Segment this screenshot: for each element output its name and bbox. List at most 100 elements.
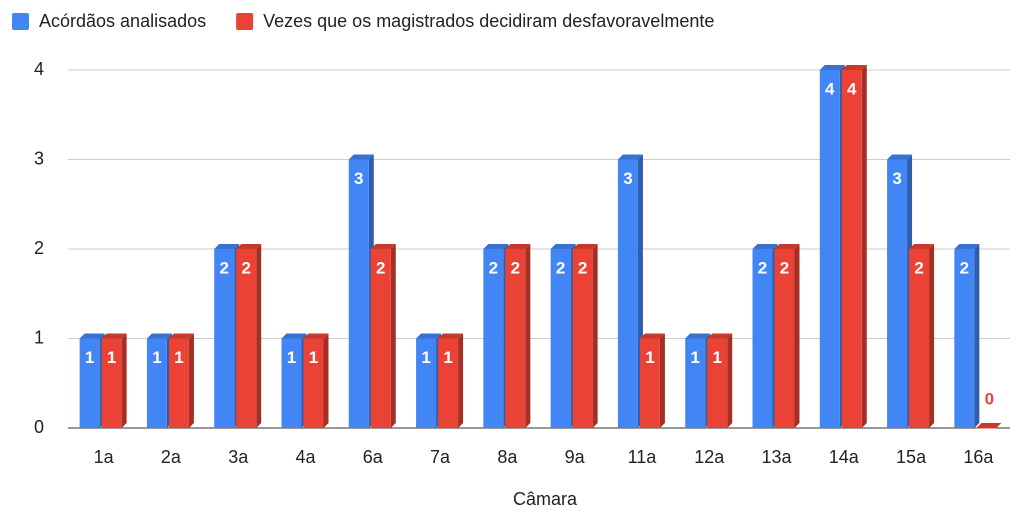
bar-part (774, 249, 795, 428)
data-label: 3 (623, 169, 632, 188)
data-label: 4 (825, 79, 835, 98)
y-tick-label: 2 (34, 238, 44, 258)
y-tick-label: 3 (34, 148, 44, 168)
data-label: 2 (960, 258, 969, 277)
bar-part (416, 333, 442, 339)
bar-part (370, 244, 396, 249)
bar (101, 333, 127, 428)
bar-part (188, 333, 194, 428)
bar-part (101, 333, 127, 339)
bar-part (592, 244, 598, 428)
data-label: 2 (511, 258, 520, 277)
data-label: 1 (287, 348, 296, 367)
bar-part (101, 338, 122, 428)
bar-part (727, 333, 733, 428)
bar-part (685, 338, 706, 428)
bar-part (887, 154, 913, 160)
data-label: 2 (241, 258, 250, 277)
data-label: 2 (556, 258, 565, 277)
bar-part (659, 333, 665, 428)
bar-part (281, 333, 307, 339)
bar-part (572, 244, 598, 249)
y-tick-label: 4 (34, 59, 44, 79)
data-label: 2 (219, 258, 228, 277)
data-label: 1 (107, 348, 116, 367)
x-tick-label: 15a (896, 447, 927, 467)
bar (303, 333, 329, 428)
bar (236, 244, 262, 428)
bar-part (974, 244, 980, 428)
bar (954, 244, 980, 428)
data-label: 1 (690, 348, 699, 367)
bar-part (819, 65, 845, 70)
bar (819, 65, 845, 428)
bar-part (214, 244, 240, 249)
x-tick-label: 2a (161, 447, 182, 467)
bar-part (121, 333, 127, 428)
data-label: 1 (85, 348, 94, 367)
bar-part (438, 333, 464, 339)
x-tick-label: 12a (694, 447, 725, 467)
bar-part (236, 249, 257, 428)
bar (909, 244, 935, 428)
bar-part (416, 338, 437, 428)
data-label: 2 (780, 258, 789, 277)
data-label: 0 (985, 389, 994, 408)
bar (348, 154, 374, 428)
data-label: 3 (354, 169, 363, 188)
bar-part (976, 428, 997, 429)
bar-part (617, 154, 643, 160)
legend-label: Vezes que os magistrados decidiram desfa… (263, 11, 714, 31)
x-tick-label: 4a (295, 447, 316, 467)
bar-part (887, 159, 908, 428)
bar (774, 244, 800, 428)
bar (505, 244, 531, 428)
bar-part (954, 249, 975, 428)
x-tick-label: 11a (628, 447, 658, 467)
bar-part (370, 249, 391, 428)
bar-part (954, 244, 980, 249)
bar-part (323, 333, 329, 428)
bar-part (617, 159, 638, 428)
data-label: 3 (892, 169, 901, 188)
bar-part (168, 338, 189, 428)
bar (841, 65, 867, 428)
bar-part (438, 338, 459, 428)
bar (887, 154, 913, 428)
legend-swatch (236, 13, 254, 30)
data-label: 2 (376, 258, 385, 277)
bar-part (79, 333, 105, 339)
bar-part (458, 333, 464, 428)
bar-part (236, 244, 262, 249)
bar-part (685, 333, 711, 339)
bar (438, 333, 464, 428)
bar-part (146, 333, 172, 339)
bar-part (348, 159, 369, 428)
x-axis-title: Câmara (513, 489, 578, 509)
data-label: 1 (421, 348, 430, 367)
bar-part (707, 333, 733, 339)
bar-part (505, 249, 526, 428)
bar (707, 333, 733, 428)
bar-part (79, 338, 100, 428)
bar-part (550, 249, 571, 428)
data-label: 2 (578, 258, 587, 277)
data-label: 1 (645, 348, 654, 367)
bar-part (214, 249, 235, 428)
x-tick-label: 16a (963, 447, 994, 467)
bar-part (303, 333, 329, 339)
x-tick-label: 1a (94, 447, 115, 467)
bar (639, 333, 665, 428)
x-tick-label: 7a (430, 447, 451, 467)
x-tick-label: 14a (829, 447, 860, 467)
data-label: 1 (443, 348, 452, 367)
bar-part (841, 70, 862, 428)
x-tick-label: 9a (565, 447, 586, 467)
bar-part (707, 338, 728, 428)
bar-part (819, 70, 840, 428)
bar-part (525, 244, 531, 428)
data-label: 2 (758, 258, 767, 277)
data-label: 4 (847, 79, 857, 98)
bar-part (390, 244, 396, 428)
